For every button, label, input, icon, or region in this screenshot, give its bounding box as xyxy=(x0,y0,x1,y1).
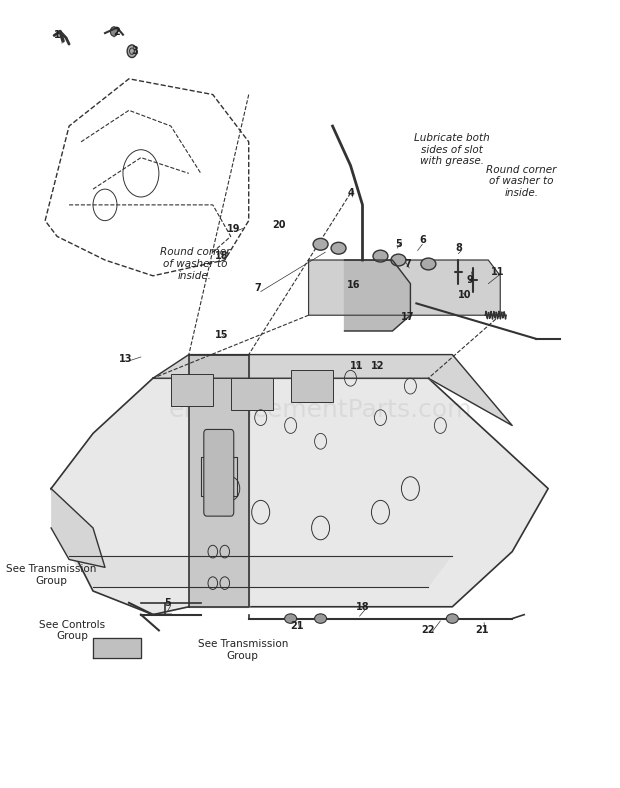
Text: Round corner
of washer to
inside.: Round corner of washer to inside. xyxy=(159,247,230,281)
Polygon shape xyxy=(69,556,453,587)
Polygon shape xyxy=(345,260,410,331)
Ellipse shape xyxy=(446,614,458,623)
Text: 18: 18 xyxy=(356,602,370,611)
FancyBboxPatch shape xyxy=(291,370,332,402)
Ellipse shape xyxy=(391,254,406,266)
Polygon shape xyxy=(153,355,512,426)
Text: 21: 21 xyxy=(290,622,303,631)
Text: 13: 13 xyxy=(119,354,133,363)
Ellipse shape xyxy=(373,251,388,262)
Text: 21: 21 xyxy=(476,626,489,635)
FancyBboxPatch shape xyxy=(171,374,213,406)
Circle shape xyxy=(110,27,118,36)
Text: See Controls
Group: See Controls Group xyxy=(39,619,105,641)
Polygon shape xyxy=(51,378,548,615)
Text: 10: 10 xyxy=(458,291,471,300)
Text: 5: 5 xyxy=(164,598,171,608)
FancyBboxPatch shape xyxy=(204,429,234,516)
Text: 9: 9 xyxy=(467,275,474,284)
Text: Lubricate both
sides of slot
with grease.: Lubricate both sides of slot with grease… xyxy=(414,133,490,166)
Ellipse shape xyxy=(314,614,327,623)
Ellipse shape xyxy=(421,258,436,269)
Text: Round corner
of washer to
inside.: Round corner of washer to inside. xyxy=(486,165,556,198)
Ellipse shape xyxy=(313,239,328,251)
Text: eReplacementParts.com: eReplacementParts.com xyxy=(169,398,472,422)
Text: See Transmission
Group: See Transmission Group xyxy=(6,564,96,586)
Text: 2: 2 xyxy=(113,27,120,36)
Text: 7: 7 xyxy=(404,259,411,269)
Text: 11: 11 xyxy=(350,362,363,371)
Polygon shape xyxy=(189,355,249,607)
Text: See Transmission
Group: See Transmission Group xyxy=(198,639,288,661)
Text: 20: 20 xyxy=(272,220,285,229)
Text: 8: 8 xyxy=(455,243,462,253)
Text: 22: 22 xyxy=(422,626,435,635)
Text: 6: 6 xyxy=(419,236,426,245)
FancyBboxPatch shape xyxy=(231,378,273,410)
Text: 1: 1 xyxy=(54,31,61,40)
Circle shape xyxy=(127,45,137,58)
Text: 16: 16 xyxy=(347,281,360,290)
Text: 4: 4 xyxy=(347,188,354,198)
Text: 17: 17 xyxy=(401,312,414,322)
Ellipse shape xyxy=(285,614,296,623)
Ellipse shape xyxy=(331,243,346,254)
Text: 3: 3 xyxy=(131,46,138,56)
Polygon shape xyxy=(93,638,141,658)
Text: 7: 7 xyxy=(254,283,261,292)
Text: 15: 15 xyxy=(215,330,229,340)
Text: 19: 19 xyxy=(227,224,241,233)
Polygon shape xyxy=(51,489,105,567)
Text: 5: 5 xyxy=(395,240,402,249)
Text: 12: 12 xyxy=(371,362,384,371)
Text: 18: 18 xyxy=(215,251,229,261)
Polygon shape xyxy=(309,260,500,315)
Text: 11: 11 xyxy=(490,267,504,277)
